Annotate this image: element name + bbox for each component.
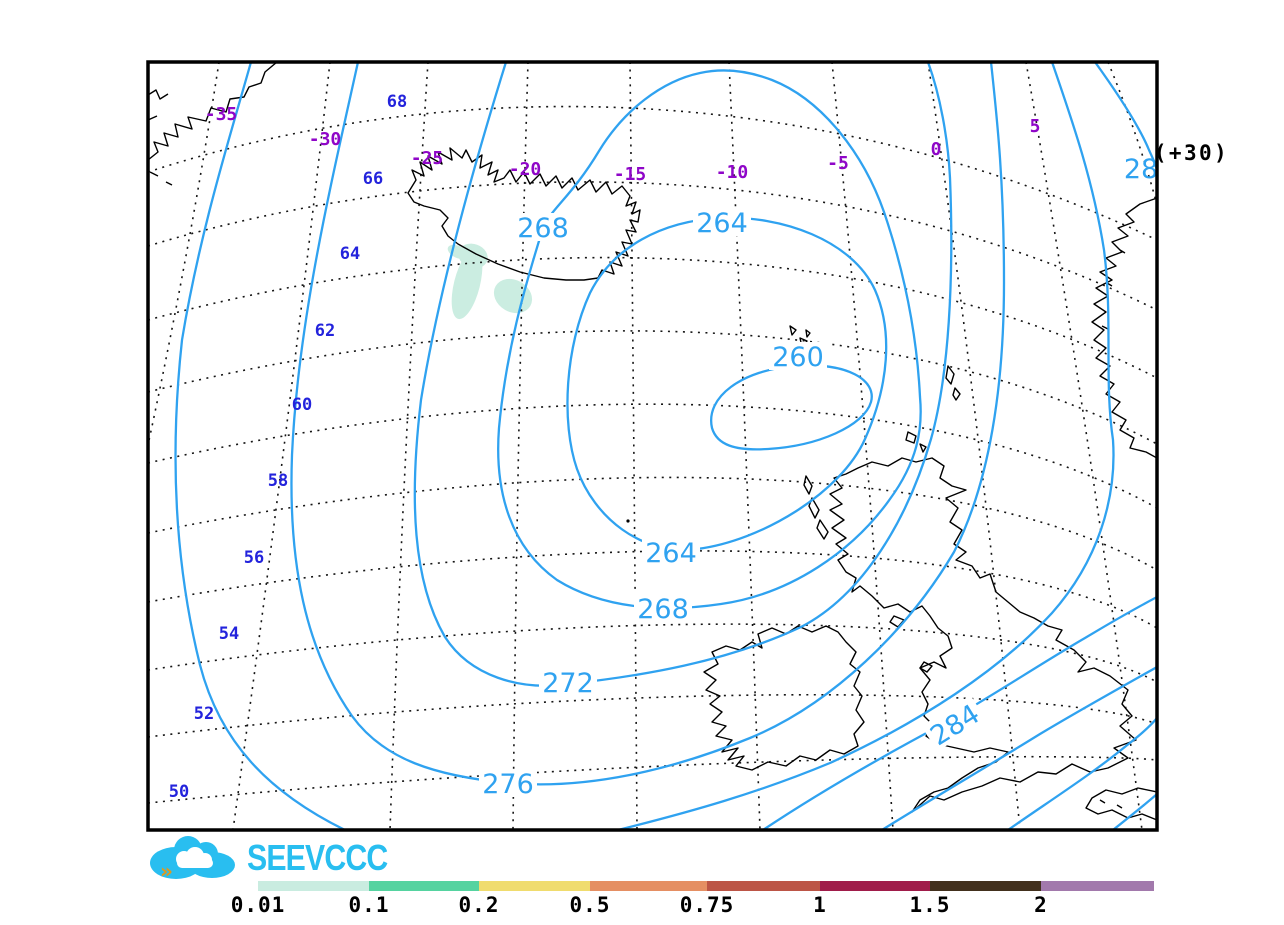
dust-load-colorbar: 0.01 0.1 0.2 0.5 0.75 1 1.5 2: [231, 881, 1154, 917]
hebrides-islands: [803, 475, 829, 540]
contour-272: [413, 62, 953, 687]
latitude-line: [148, 256, 1157, 379]
contour-260: [710, 364, 873, 451]
map-background: [148, 62, 1157, 830]
map-frame: [146, 60, 1159, 832]
contour-284: [761, 595, 1157, 830]
contour-288-se: [1006, 716, 1157, 830]
coastlines: [148, 62, 1157, 821]
contour-label-268-bottom: 268: [637, 594, 689, 625]
colorbar-tick: 0.1: [348, 893, 390, 917]
colorbar-tick: 0.5: [569, 893, 611, 917]
latitude-line: [148, 550, 1157, 629]
cloud-icon: »: [150, 836, 235, 883]
latitude-line: [148, 755, 1157, 804]
longitude-line: [512, 62, 529, 830]
contour-label-264-top: 264: [696, 208, 748, 239]
svg-text:-25: -25: [411, 148, 444, 169]
colorbar-segment: [369, 881, 479, 891]
france-coast: [1085, 787, 1157, 821]
svg-text:-30: -30: [309, 129, 342, 150]
svg-text:5: 5: [1030, 116, 1041, 137]
contour-label-backgrounds: [479, 208, 987, 797]
svg-text:60: 60: [292, 395, 312, 415]
colorbar-tick: 1.5: [909, 893, 951, 917]
svg-text:-20: -20: [509, 159, 542, 180]
latitude-line: [148, 693, 1157, 738]
colorbar-segment: [820, 881, 930, 891]
latitude-line: [148, 623, 1157, 683]
colorbar-segment: [707, 881, 820, 891]
colorbar-tick: 0.75: [679, 893, 735, 917]
contour-label-264-bottom: 264: [645, 538, 697, 569]
svg-text:56: 56: [244, 548, 264, 568]
svg-text:-35: -35: [205, 104, 238, 125]
contour-280-west: [174, 62, 347, 830]
longitude-line: [1107, 62, 1157, 206]
contour-280-east: [616, 62, 1115, 830]
contour-label-276: 276: [482, 769, 534, 800]
logo-text: SEEVCCC: [247, 837, 388, 878]
latitude-labels: 68 66 64 62 60 58 56 54 52 50: [169, 92, 407, 802]
anglesey: [919, 661, 933, 673]
longitude-line: [728, 62, 761, 830]
svg-text:64: 64: [340, 244, 360, 264]
svg-text:0: 0: [931, 139, 942, 160]
contour-label-260: 260: [772, 342, 824, 373]
orkney-islands: [905, 431, 927, 453]
contour-276: [290, 62, 1006, 786]
colorbar-segment: [1041, 881, 1154, 891]
contour-292: [1111, 792, 1157, 830]
svg-text:52: 52: [194, 704, 214, 724]
svg-text:54: 54: [219, 624, 239, 644]
svg-text:-15: -15: [614, 164, 647, 185]
colorbar-tick: 0.01: [230, 893, 286, 917]
ireland-coast: [703, 625, 865, 771]
colorbar-segment: [590, 881, 707, 891]
longitude-line: [831, 62, 894, 830]
colorbar-tick: 0.2: [458, 893, 500, 917]
latitude-line: [148, 403, 1157, 509]
contour-label-272: 272: [542, 668, 594, 699]
colorbar-segment: [258, 881, 369, 891]
colorbar-segment: [930, 881, 1041, 891]
svg-text:66: 66: [363, 169, 383, 189]
contour-label-288-clipped: 28: [1124, 154, 1158, 185]
longitude-labels: -35 -30 -25 -20 -15 -10 -5 0 5: [205, 104, 1041, 185]
svg-text:68: 68: [387, 92, 407, 112]
contour-value-labels: 268 264 260 264 268 272 276 284 28: [482, 154, 1158, 800]
greenland-coast: [148, 62, 278, 186]
colorbar-tick: 1: [813, 893, 827, 917]
svg-text:50: 50: [169, 782, 189, 802]
great-britain-coast: [829, 457, 1137, 813]
svg-text:-5: -5: [827, 153, 849, 174]
svg-text:62: 62: [315, 321, 335, 341]
seevccc-logo: » SEEVCCC: [146, 833, 414, 883]
colorbar-segment: [479, 881, 590, 891]
longitude-line: [629, 62, 638, 830]
rockall-islet: [626, 519, 630, 523]
norway-coast: [1091, 197, 1157, 459]
iceland-coast: [407, 147, 641, 281]
colorbar-tick: 2: [1034, 893, 1048, 917]
contour-label-268-nw: 268: [517, 213, 569, 244]
contour-286: [880, 665, 1157, 830]
svg-text:58: 58: [268, 471, 288, 491]
svg-text:-10: -10: [716, 162, 749, 183]
shetland-islands: [945, 365, 961, 401]
logo-arrow-icon: »: [160, 859, 173, 883]
